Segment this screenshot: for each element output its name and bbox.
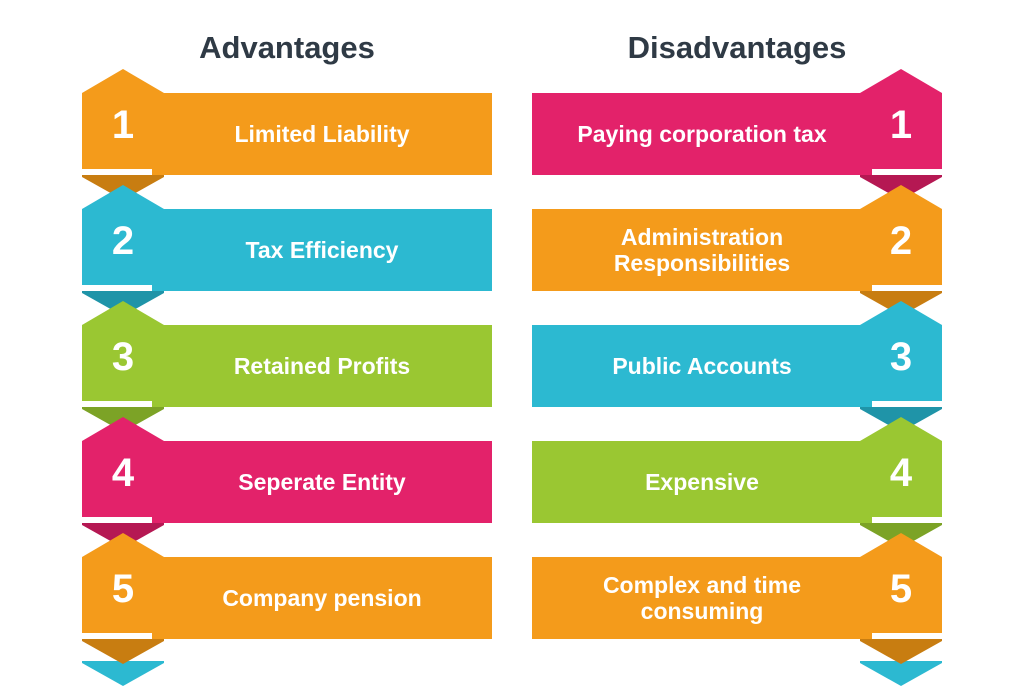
disadvantages-title: Disadvantages: [532, 30, 942, 66]
advantages-label-5: Company pension: [152, 557, 492, 639]
disadvantages-number-4: 4: [860, 417, 942, 517]
advantages-number-3: 3: [82, 301, 164, 401]
advantages-row-5: Company pension 5: [82, 552, 492, 644]
disadvantages-column: Disadvantages Paying corporation tax 1 Ad…: [532, 30, 942, 648]
disadvantages-number-2: 2: [860, 185, 942, 285]
advantages-number-5: 5: [82, 533, 164, 633]
row-number: 1: [112, 103, 134, 148]
disadvantages-label-1: Paying corporation tax: [532, 93, 872, 175]
disadvantages-row-1: Paying corporation tax 1: [532, 88, 942, 180]
advantages-row-2: Tax Efficiency 2: [82, 204, 492, 296]
row-number: 4: [890, 451, 912, 496]
advantages-rows: Limited Liability 1 Tax Efficiency 2 Retai…: [82, 88, 492, 644]
row-number: 1: [890, 103, 912, 148]
disadvantages-number-5: 5: [860, 533, 942, 633]
peek-icon: [860, 661, 942, 686]
advantages-label-3: Retained Profits: [152, 325, 492, 407]
dogear-icon: [860, 639, 942, 664]
disadvantages-label-3: Public Accounts: [532, 325, 872, 407]
disadvantages-label-2: Administration Responsibilities: [532, 209, 872, 291]
row-number: 3: [112, 335, 134, 380]
disadvantages-row-2: Administration Responsibilities 2: [532, 204, 942, 296]
row-number: 3: [890, 335, 912, 380]
advantages-number-2: 2: [82, 185, 164, 285]
dogear-icon: [82, 639, 164, 664]
peek-icon: [82, 661, 164, 686]
advantages-row-3: Retained Profits 3: [82, 320, 492, 412]
advantages-label-2: Tax Efficiency: [152, 209, 492, 291]
row-number: 2: [890, 219, 912, 264]
row-number: 5: [890, 567, 912, 612]
disadvantages-row-3: Public Accounts 3: [532, 320, 942, 412]
advantages-number-1: 1: [82, 69, 164, 169]
advantages-number-4: 4: [82, 417, 164, 517]
disadvantages-rows: Paying corporation tax 1 Administration R…: [532, 88, 942, 644]
advantages-label-4: Seperate Entity: [152, 441, 492, 523]
advantages-row-4: Seperate Entity 4: [82, 436, 492, 528]
advantages-column: Advantages Limited Liability 1 Tax Effici…: [82, 30, 492, 648]
disadvantages-label-4: Expensive: [532, 441, 872, 523]
advantages-row-1: Limited Liability 1: [82, 88, 492, 180]
advantages-title: Advantages: [82, 30, 492, 66]
advantages-label-1: Limited Liability: [152, 93, 492, 175]
row-number: 4: [112, 451, 134, 496]
disadvantages-number-3: 3: [860, 301, 942, 401]
disadvantages-row-5: Complex and time consuming 5: [532, 552, 942, 644]
disadvantages-label-5: Complex and time consuming: [532, 557, 872, 639]
row-number: 2: [112, 219, 134, 264]
row-number: 5: [112, 567, 134, 612]
disadvantages-number-1: 1: [860, 69, 942, 169]
disadvantages-row-4: Expensive 4: [532, 436, 942, 528]
